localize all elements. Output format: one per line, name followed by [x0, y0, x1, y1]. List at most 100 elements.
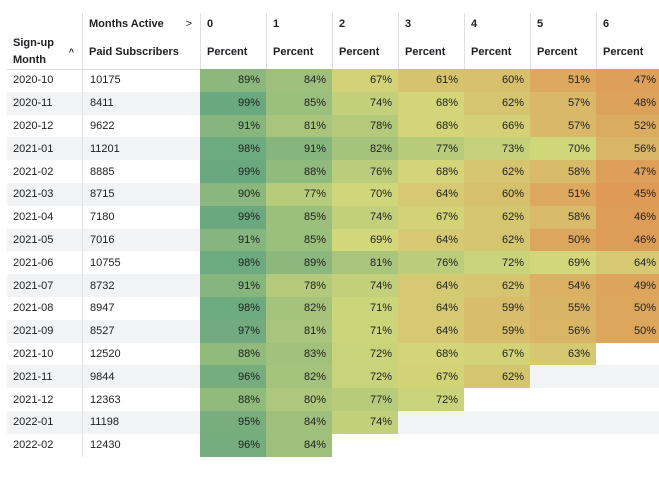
month-column-header-2[interactable]: 2	[332, 13, 398, 35]
sort-ascending-icon[interactable]: ^	[68, 46, 74, 57]
percent-cell: 45%	[596, 183, 659, 206]
percent-cell: 70%	[530, 137, 596, 161]
table-row: 2021-03 8715 90% 77% 70% 64% 60% 51% 45%	[7, 183, 659, 206]
percent-cell: 85%	[266, 228, 332, 252]
percent-cell: 64%	[398, 228, 464, 252]
percent-cell: 99%	[200, 91, 266, 115]
percent-cell: 72%	[332, 342, 398, 366]
subscribers-cell: 9844	[82, 365, 200, 389]
percent-cell: 50%	[596, 319, 659, 343]
signup-month-cell: 2021-03	[13, 188, 54, 201]
percent-cell: 99%	[200, 205, 266, 229]
percent-cell: 64%	[596, 251, 659, 275]
percent-cell: 57%	[530, 114, 596, 138]
percent-cell: 60%	[464, 183, 530, 206]
table-row: 2021-11 9844 96% 82% 72% 67% 62%	[7, 365, 659, 389]
percent-cell: 81%	[332, 251, 398, 275]
signup-month-cell: 2021-12	[13, 393, 54, 406]
percent-cell: 78%	[332, 114, 398, 138]
percent-cell: 85%	[266, 91, 332, 115]
percent-cell: 95%	[200, 411, 266, 434]
table-row: 2021-05 7016 91% 85% 69% 64% 62% 50% 46%	[7, 228, 659, 252]
subscribers-cell: 10755	[82, 251, 200, 275]
chevron-right-icon[interactable]: >	[185, 18, 192, 30]
signup-month-cell: 2021-07	[13, 279, 54, 292]
subscribers-cell: 11198	[82, 411, 200, 434]
percent-cell: 47%	[596, 160, 659, 183]
paid-subscribers-header[interactable]: Paid Subscribers	[82, 35, 200, 69]
signup-month-cell: 2021-02	[13, 165, 54, 178]
percent-cell: 85%	[266, 205, 332, 229]
subscribers-cell: 7180	[82, 205, 200, 229]
percent-cell: 91%	[200, 274, 266, 297]
table-row: 2021-01 11201 98% 91% 82% 77% 73% 70% 56%	[7, 137, 659, 161]
header-blank	[7, 13, 82, 35]
percent-cell: 56%	[530, 319, 596, 343]
month-column-header-6[interactable]: 6	[596, 13, 659, 35]
month-column-header-5[interactable]: 5	[530, 13, 596, 35]
percent-cell: 89%	[266, 251, 332, 275]
percent-cell: 62%	[464, 91, 530, 115]
percent-cell: 68%	[398, 160, 464, 183]
month-column-header-1[interactable]: 1	[266, 13, 332, 35]
percent-cell: 97%	[200, 319, 266, 343]
percent-header[interactable]: Percent	[200, 35, 266, 69]
percent-cell: 48%	[596, 91, 659, 115]
signup-month-cell: 2020-11	[13, 97, 53, 110]
months-active-label: Months Active	[89, 18, 164, 30]
percent-cell: 68%	[398, 114, 464, 138]
percent-cell: 74%	[332, 91, 398, 115]
percent-cell: 77%	[266, 183, 332, 206]
percent-header[interactable]: Percent	[266, 35, 332, 69]
subscribers-cell: 10175	[82, 69, 200, 92]
signup-month-header[interactable]: Sign-up Month ^	[7, 35, 82, 69]
percent-cell: 82%	[266, 297, 332, 320]
subscribers-cell: 8732	[82, 274, 200, 297]
subscribers-cell: 8715	[82, 183, 200, 206]
percent-header[interactable]: Percent	[596, 35, 659, 69]
percent-cell: 82%	[332, 137, 398, 161]
percent-cell: 62%	[464, 160, 530, 183]
percent-cell: 59%	[464, 319, 530, 343]
signup-month-cell: 2021-05	[13, 233, 54, 246]
percent-header[interactable]: Percent	[530, 35, 596, 69]
percent-header[interactable]: Percent	[332, 35, 398, 69]
signup-month-cell: 2021-09	[13, 325, 54, 338]
subscribers-cell: 11201	[82, 137, 200, 161]
percent-cell: 67%	[464, 342, 530, 366]
subscribers-cell: 9622	[82, 114, 200, 138]
percent-cell: 46%	[596, 205, 659, 229]
month-column-header-4[interactable]: 4	[464, 13, 530, 35]
percent-cell: 80%	[266, 388, 332, 411]
signup-month-cell: 2020-10	[13, 74, 54, 87]
table-row: 2021-04 7180 99% 85% 74% 67% 62% 58% 46%	[7, 205, 659, 229]
percent-cell: 70%	[332, 183, 398, 206]
percent-cell: 72%	[332, 365, 398, 389]
table-row: 2021-08 8947 98% 82% 71% 64% 59% 55% 50%	[7, 297, 659, 320]
percent-cell: 71%	[332, 297, 398, 320]
table-row: 2020-12 9622 91% 81% 78% 68% 66% 57% 52%	[7, 114, 659, 138]
percent-cell: 76%	[332, 160, 398, 183]
months-active-header[interactable]: Months Active >	[82, 13, 200, 35]
percent-cell: 96%	[200, 433, 266, 457]
percent-cell: 58%	[530, 205, 596, 229]
percent-cell: 54%	[530, 274, 596, 297]
percent-cell: 46%	[596, 228, 659, 252]
percent-cell: 52%	[596, 114, 659, 138]
percent-cell: 62%	[464, 205, 530, 229]
percent-cell: 89%	[200, 69, 266, 92]
percent-cell: 68%	[398, 342, 464, 366]
percent-header[interactable]: Percent	[398, 35, 464, 69]
table-row: 2021-02 8885 99% 88% 76% 68% 62% 58% 47%	[7, 160, 659, 183]
percent-cell: 68%	[398, 91, 464, 115]
percent-header[interactable]: Percent	[464, 35, 530, 69]
percent-cell: 81%	[266, 114, 332, 138]
table-row: 2021-09 8527 97% 81% 71% 64% 59% 56% 50%	[7, 319, 659, 343]
percent-cell: 82%	[266, 365, 332, 389]
percent-cell: 91%	[200, 228, 266, 252]
percent-cell: 55%	[530, 297, 596, 320]
month-column-header-3[interactable]: 3	[398, 13, 464, 35]
percent-cell: 51%	[530, 183, 596, 206]
month-column-header-0[interactable]: 0	[200, 13, 266, 35]
percent-cell: 59%	[464, 297, 530, 320]
